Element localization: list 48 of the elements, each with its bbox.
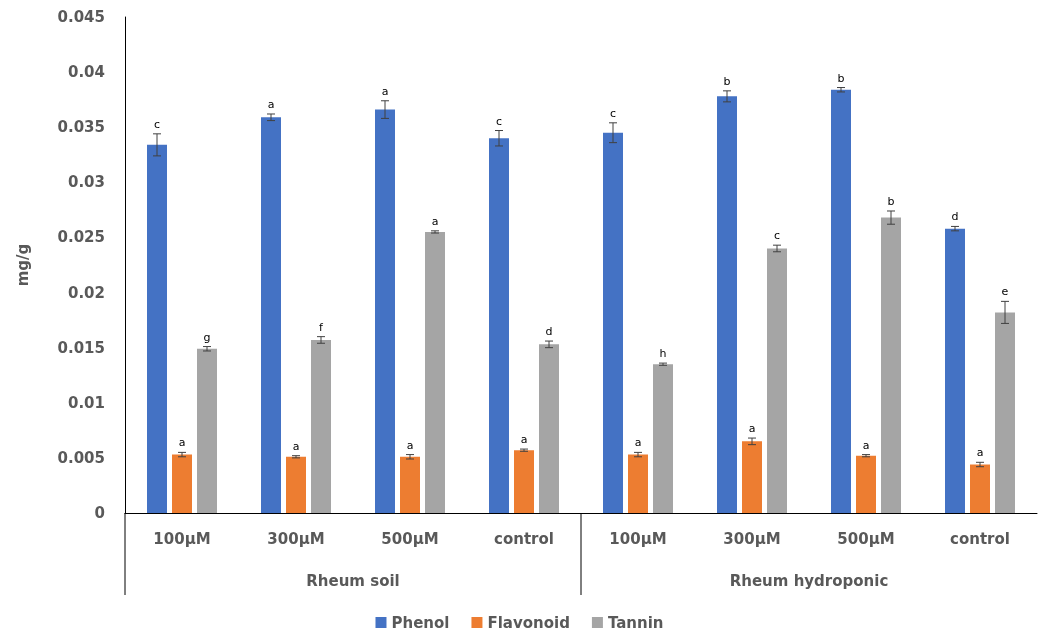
text: Rheum hydroponic: [729, 572, 889, 590]
x-tick-label: control: [494, 529, 554, 548]
legend-label: Phenol: [391, 613, 450, 632]
y-tick-label: 0.005: [57, 448, 105, 467]
data-label: d: [951, 210, 959, 224]
data-label: f: [319, 320, 325, 334]
data-label: b: [723, 74, 731, 88]
x-tick-label: control: [950, 529, 1010, 548]
y-tick-label: 0.01: [67, 393, 105, 412]
y-tick-label: 0.035: [57, 118, 105, 137]
data-label: a: [292, 439, 300, 453]
y-axis-title: mg/g: [13, 243, 32, 287]
data-label: g: [203, 330, 211, 344]
data-label: a: [381, 84, 389, 98]
x-tick-label: 300µM: [267, 529, 325, 548]
data-label: a: [634, 436, 642, 450]
legend-label: Tannin: [607, 613, 664, 632]
x-tick-label: 100µM: [153, 529, 211, 548]
data-label: c: [773, 229, 781, 243]
data-label: c: [495, 114, 503, 128]
text: Rheum soil: [306, 572, 400, 590]
data-label: e: [1001, 285, 1009, 299]
data-label: a: [178, 436, 186, 450]
y-tick-label: 0.03: [67, 173, 105, 192]
data-label: a: [267, 98, 275, 111]
legend-label: Flavonoid: [487, 613, 570, 632]
x-tick-label: 300µM: [723, 529, 781, 548]
data-label: b: [837, 71, 845, 85]
y-tick-label: 0.015: [57, 338, 105, 357]
data-label: a: [748, 422, 756, 436]
data-label: h: [659, 347, 667, 361]
data-label: c: [609, 106, 617, 120]
y-tick-label: 0: [94, 504, 105, 522]
data-label: a: [862, 438, 870, 452]
data-label: d: [545, 325, 553, 339]
x-tick-label: 500µM: [837, 529, 895, 548]
x-tick-label: 500µM: [381, 529, 439, 548]
data-label: a: [431, 214, 439, 228]
y-tick-label: 0.02: [67, 283, 105, 302]
y-tick-label: 0.04: [67, 63, 105, 82]
y-tick-label: 0.025: [57, 228, 105, 247]
data-label: c: [153, 117, 161, 131]
x-tick-label: 100µM: [609, 529, 667, 548]
y-tick-label: 0.045: [57, 8, 105, 26]
data-label: a: [406, 438, 414, 452]
data-label: a: [520, 433, 528, 447]
data-label: b: [887, 194, 895, 208]
data-label: a: [976, 446, 984, 460]
